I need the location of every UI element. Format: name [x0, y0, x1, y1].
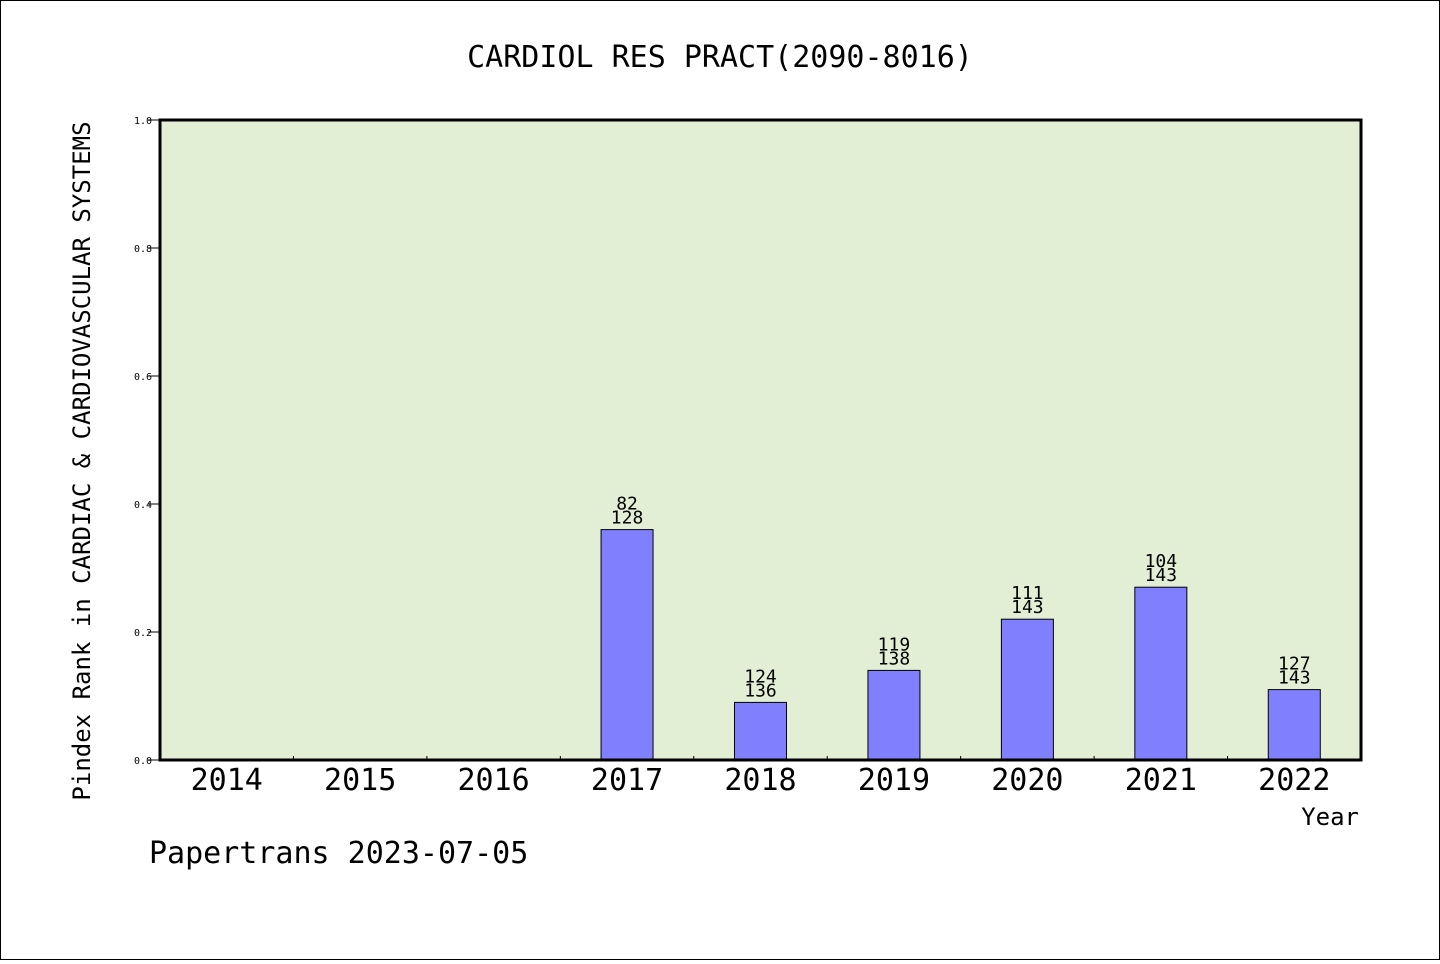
plot-border: [158, 118, 1363, 762]
x-tick-label: 2017: [591, 763, 663, 798]
bar-rank-label: 119: [878, 634, 911, 655]
bar-rank-label: 124: [744, 666, 777, 687]
y-tick-label: 0.8: [134, 244, 152, 255]
bar-2019: [867, 669, 921, 761]
x-tick-label: 2016: [457, 763, 529, 798]
bar-2017: [600, 529, 654, 761]
chart-title: CARDIOL RES PRACT(2090-8016): [467, 40, 973, 75]
x-tick-label: 2018: [724, 763, 796, 798]
bar-total-label: 143: [1145, 565, 1178, 586]
y-tick-label: 0.4: [134, 500, 152, 511]
bar-rank-label: 127: [1278, 654, 1311, 675]
bar-rank-label: 111: [1011, 583, 1044, 604]
bar-total-label: 136: [744, 680, 777, 701]
bars-group: [600, 529, 1321, 761]
bar-rank-label: 82: [616, 494, 638, 515]
bar-rank-label: 104: [1145, 551, 1178, 572]
bar-2021: [1134, 586, 1188, 761]
y-tick-label: 0.6: [134, 372, 152, 383]
x-axis: 2014 2015 2016 2017 2018 2019 2020 2021 2022: [191, 756, 1330, 798]
bar-total-label: 143: [1011, 597, 1044, 618]
bar-2020: [1000, 618, 1054, 761]
y-tick-label: 0.2: [134, 628, 152, 639]
y-axis-label: Pindex Rank in CARDIAC & CARDIOVASCULAR …: [68, 121, 96, 800]
footer-text: Papertrans 2023-07-05: [149, 836, 528, 871]
bar-total-label: 128: [611, 508, 644, 529]
y-tick-label: 0.0: [134, 756, 152, 767]
bar-total-label: 143: [1278, 668, 1311, 689]
x-tick-label: 2020: [991, 763, 1063, 798]
x-tick-label: 2014: [191, 763, 263, 798]
x-tick-label: 2022: [1258, 763, 1330, 798]
x-axis-label: Year: [1301, 803, 1359, 831]
x-tick-label: 2019: [858, 763, 930, 798]
x-tick-label: 2021: [1125, 763, 1197, 798]
bar-2018: [734, 701, 787, 761]
bar-total-label: 138: [878, 648, 911, 669]
y-axis: 0.0 0.2 0.4 0.6 0.8 1.0: [134, 116, 160, 767]
x-tick-label: 2015: [324, 763, 396, 798]
bar-2022: [1267, 689, 1321, 761]
y-tick-label: 1.0: [134, 116, 152, 127]
